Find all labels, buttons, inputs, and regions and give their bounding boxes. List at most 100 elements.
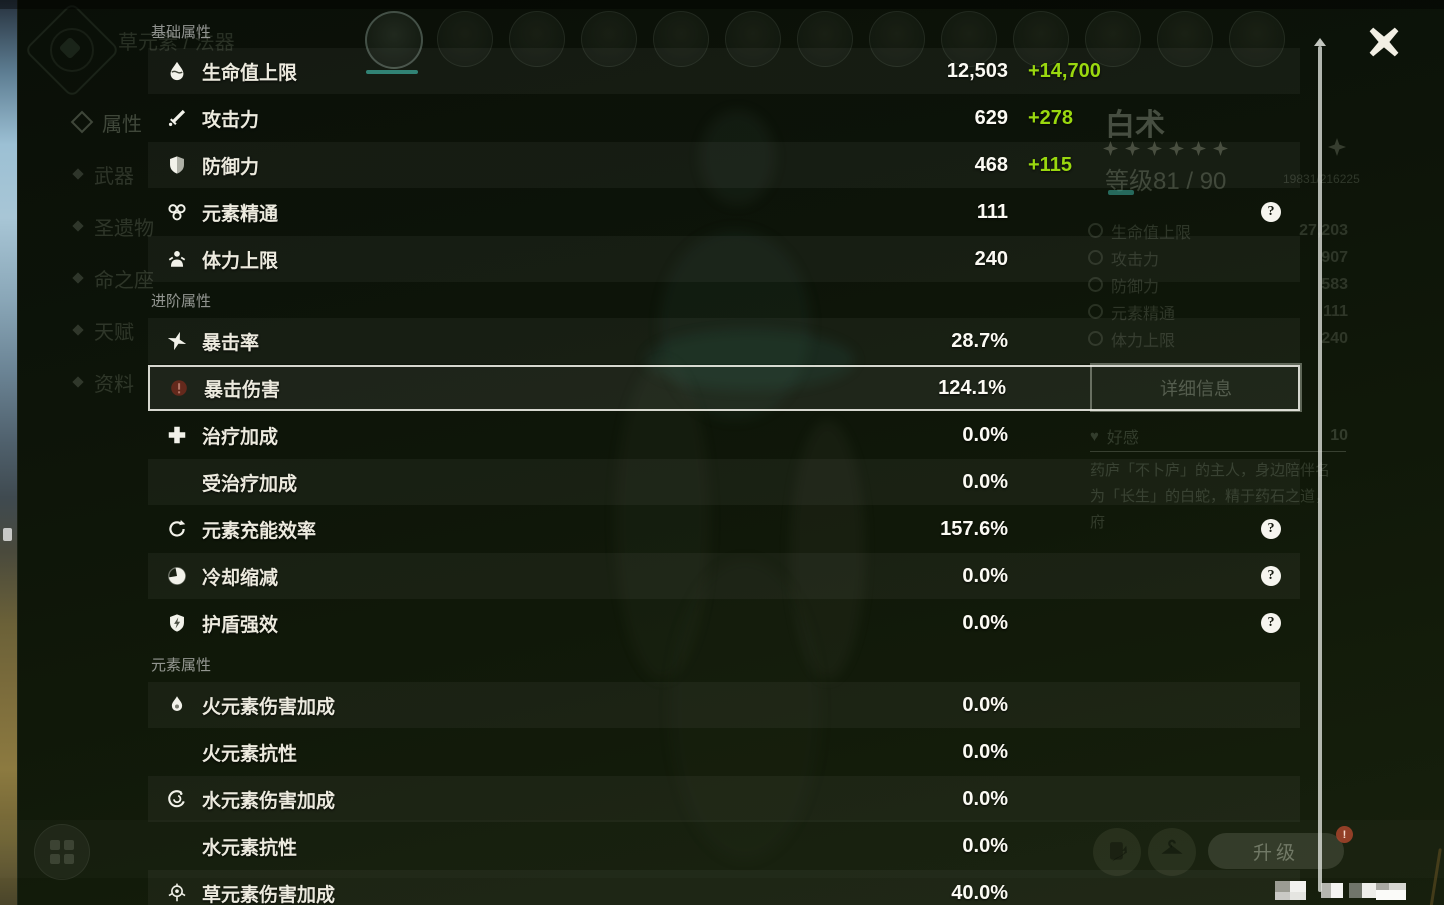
character-avatar[interactable]: [1229, 11, 1285, 67]
sidebar-item-2: 圣遗物: [72, 208, 154, 244]
stat-value: 0.0%: [962, 470, 1008, 493]
stat-value: 0.0%: [962, 564, 1008, 587]
stat-value: 28.7%: [951, 329, 1008, 352]
stat-value: 468: [974, 153, 1008, 176]
stat-row[interactable]: 治疗加成 0.0%: [148, 412, 1300, 458]
stat-label: 生命值上限: [202, 62, 298, 84]
crit-rate-icon: [165, 329, 189, 353]
no-icon: [165, 834, 189, 858]
character-avatar[interactable]: [1157, 11, 1213, 67]
close-icon: [1369, 27, 1399, 57]
character-avatar[interactable]: [437, 11, 493, 67]
stat-label: 暴击伤害: [204, 379, 281, 401]
stat-label: 受治疗加成: [202, 473, 298, 495]
stat-value: 0.0%: [962, 611, 1008, 634]
elemental-mastery-icon: [165, 200, 189, 224]
description-line: 为「长生」的白蛇，精于药石之道，: [1090, 488, 1331, 505]
mosaic-block: [1389, 883, 1406, 890]
character-avatar[interactable]: [869, 11, 925, 67]
stat-row[interactable]: 水元素抗性 0.0%: [148, 823, 1300, 869]
stat-label: 暴击率: [202, 332, 260, 354]
help-icon[interactable]: ?: [1261, 519, 1281, 539]
level-accent-bar: [1108, 190, 1134, 195]
character-avatar[interactable]: [941, 11, 997, 67]
stat-row[interactable]: 水元素伤害加成 0.0%: [148, 776, 1300, 822]
stat-row[interactable]: 元素精通 111?: [148, 189, 1300, 235]
stat-value: 0.0%: [962, 787, 1008, 810]
stat-label: 治疗加成: [202, 426, 279, 448]
stat-row[interactable]: 暴击率 28.7%: [148, 318, 1300, 364]
divider: [1090, 451, 1346, 452]
stat-row[interactable]: 受治疗加成 0.0%: [148, 459, 1300, 505]
stat-value: 629: [974, 106, 1008, 129]
character-avatar[interactable]: [653, 11, 709, 67]
mosaic-block: [1321, 883, 1331, 898]
diamond-bullet-icon: [70, 110, 94, 134]
bg-stat-row: 防御力 583: [1088, 271, 1348, 298]
alert-badge: !: [1336, 826, 1353, 843]
help-icon[interactable]: ?: [1261, 613, 1281, 633]
stat-value: 111: [976, 200, 1008, 223]
friendship-value: 10: [1330, 427, 1348, 444]
help-icon[interactable]: ?: [1261, 202, 1281, 222]
stat-row[interactable]: 护盾强效 0.0%?: [148, 600, 1300, 646]
stat-row[interactable]: 防御力 468 +115: [148, 142, 1300, 188]
costume-hanger-button: [1148, 828, 1196, 876]
stat-row[interactable]: 暴击伤害 124.1%: [148, 365, 1300, 411]
character-avatar[interactable]: [581, 11, 637, 67]
sidebar-item-label: 资料: [94, 373, 134, 396]
stat-row[interactable]: 生命值上限 12,503 +14,700: [148, 48, 1300, 94]
character-avatar[interactable]: [725, 11, 781, 67]
stat-glyph-icon: [1088, 250, 1103, 265]
stat-row[interactable]: 冷却缩减 0.0%?: [148, 553, 1300, 599]
help-icon[interactable]: ?: [1261, 566, 1281, 586]
mosaic-block: [1331, 883, 1343, 898]
sparkle-icon: [1328, 138, 1346, 156]
stat-row[interactable]: 火元素伤害加成 0.0%: [148, 682, 1300, 728]
stat-label: 火元素抗性: [202, 743, 298, 765]
section-header: 元素属性: [151, 657, 212, 674]
dendro-element-emblem-icon: [23, 1, 121, 99]
def-icon: [165, 153, 189, 177]
close-button[interactable]: [1362, 20, 1406, 64]
no-icon: [165, 470, 189, 494]
stat-row[interactable]: 火元素抗性 0.0%: [148, 729, 1300, 775]
attributes-panel: 基础属性 生命值上限 12,503 +14,700 攻击力 629 +278 防御力 468 +1…: [148, 14, 1300, 905]
friendship-row: ♥ 好感 10: [1090, 424, 1348, 448]
mosaic-block: [1290, 892, 1306, 900]
element-weapon-label: 草元素 / 法器: [118, 32, 235, 54]
stat-glyph-icon: [1088, 223, 1103, 238]
character-avatar[interactable]: [365, 11, 423, 69]
stat-label: 草元素伤害加成: [202, 884, 336, 905]
stat-label: 元素精通: [202, 203, 279, 225]
description-line: 府: [1090, 514, 1106, 531]
stat-label: 护盾强效: [202, 614, 279, 636]
top-shade: [0, 0, 1444, 9]
stat-value: 240: [974, 247, 1008, 270]
mosaic-block: [1349, 883, 1362, 898]
character-avatar[interactable]: [1085, 11, 1141, 67]
bg-stat-row: 生命值上限 27,203: [1088, 217, 1348, 244]
bg-stat-row: 元素精通 111: [1088, 298, 1348, 325]
mosaic-block: [1376, 883, 1389, 890]
character-avatar[interactable]: [797, 11, 853, 67]
sidebar-item-label: 天赋: [94, 321, 134, 344]
stat-label: 火元素伤害加成: [202, 696, 336, 718]
sidebar-item-4: 天赋: [72, 312, 134, 348]
stat-row[interactable]: 元素充能效率 157.6%?: [148, 506, 1300, 552]
energy-recharge-icon: [165, 517, 189, 541]
friendship-label: 好感: [1106, 430, 1139, 447]
scrollbar[interactable]: [1318, 46, 1322, 892]
character-avatar[interactable]: [1013, 11, 1069, 67]
world-marker: [3, 528, 12, 541]
stat-row[interactable]: 攻击力 629 +278: [148, 95, 1300, 141]
stat-glyph-icon: [1088, 304, 1103, 319]
scrollbar-tip: [1314, 38, 1326, 46]
hp-icon: [165, 59, 189, 83]
stamina-icon: [165, 247, 189, 271]
character-avatar[interactable]: [509, 11, 565, 67]
stat-row[interactable]: 体力上限 240: [148, 236, 1300, 282]
stat-row[interactable]: 草元素伤害加成 40.0%: [148, 870, 1300, 905]
stat-label: 水元素伤害加成: [202, 790, 336, 812]
